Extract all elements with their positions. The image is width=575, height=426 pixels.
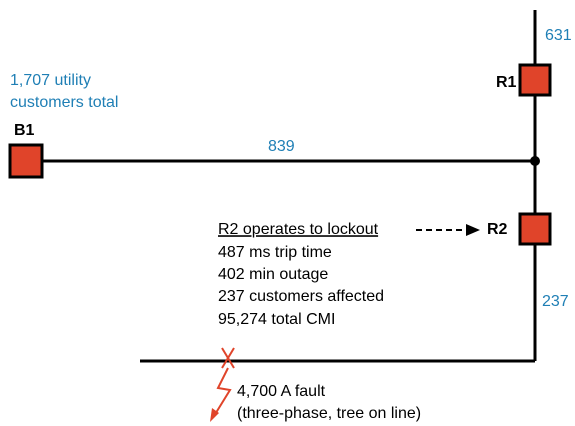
fault-text: 4,700 A fault: [237, 383, 326, 400]
event-line: 237 customers affected: [218, 288, 384, 305]
segment-label: 839: [268, 138, 295, 155]
breaker-b1: [8, 143, 44, 179]
node-label: B1: [14, 122, 35, 139]
fault-mark: [213, 347, 235, 417]
source-note: customers total: [10, 94, 118, 111]
event-heading: R2 operates to lockout: [218, 221, 379, 238]
event-line: 95,274 total CMI: [218, 311, 335, 328]
junction: [530, 156, 540, 166]
recloser-r1: [518, 63, 552, 97]
recloser-r2: [518, 212, 552, 246]
event-line: 487 ms trip time: [218, 244, 332, 261]
segment-label: 237: [542, 293, 569, 310]
node-label: R1: [496, 74, 517, 91]
node-label: R2: [487, 221, 508, 238]
source-note: 1,707 utility: [10, 72, 91, 89]
event-line: 402 min outage: [218, 266, 328, 283]
fault-text: (three-phase, tree on line): [237, 405, 421, 422]
segment-label: 631: [545, 27, 572, 44]
fault-arrow: [210, 408, 219, 422]
arrow-head: [466, 224, 480, 236]
